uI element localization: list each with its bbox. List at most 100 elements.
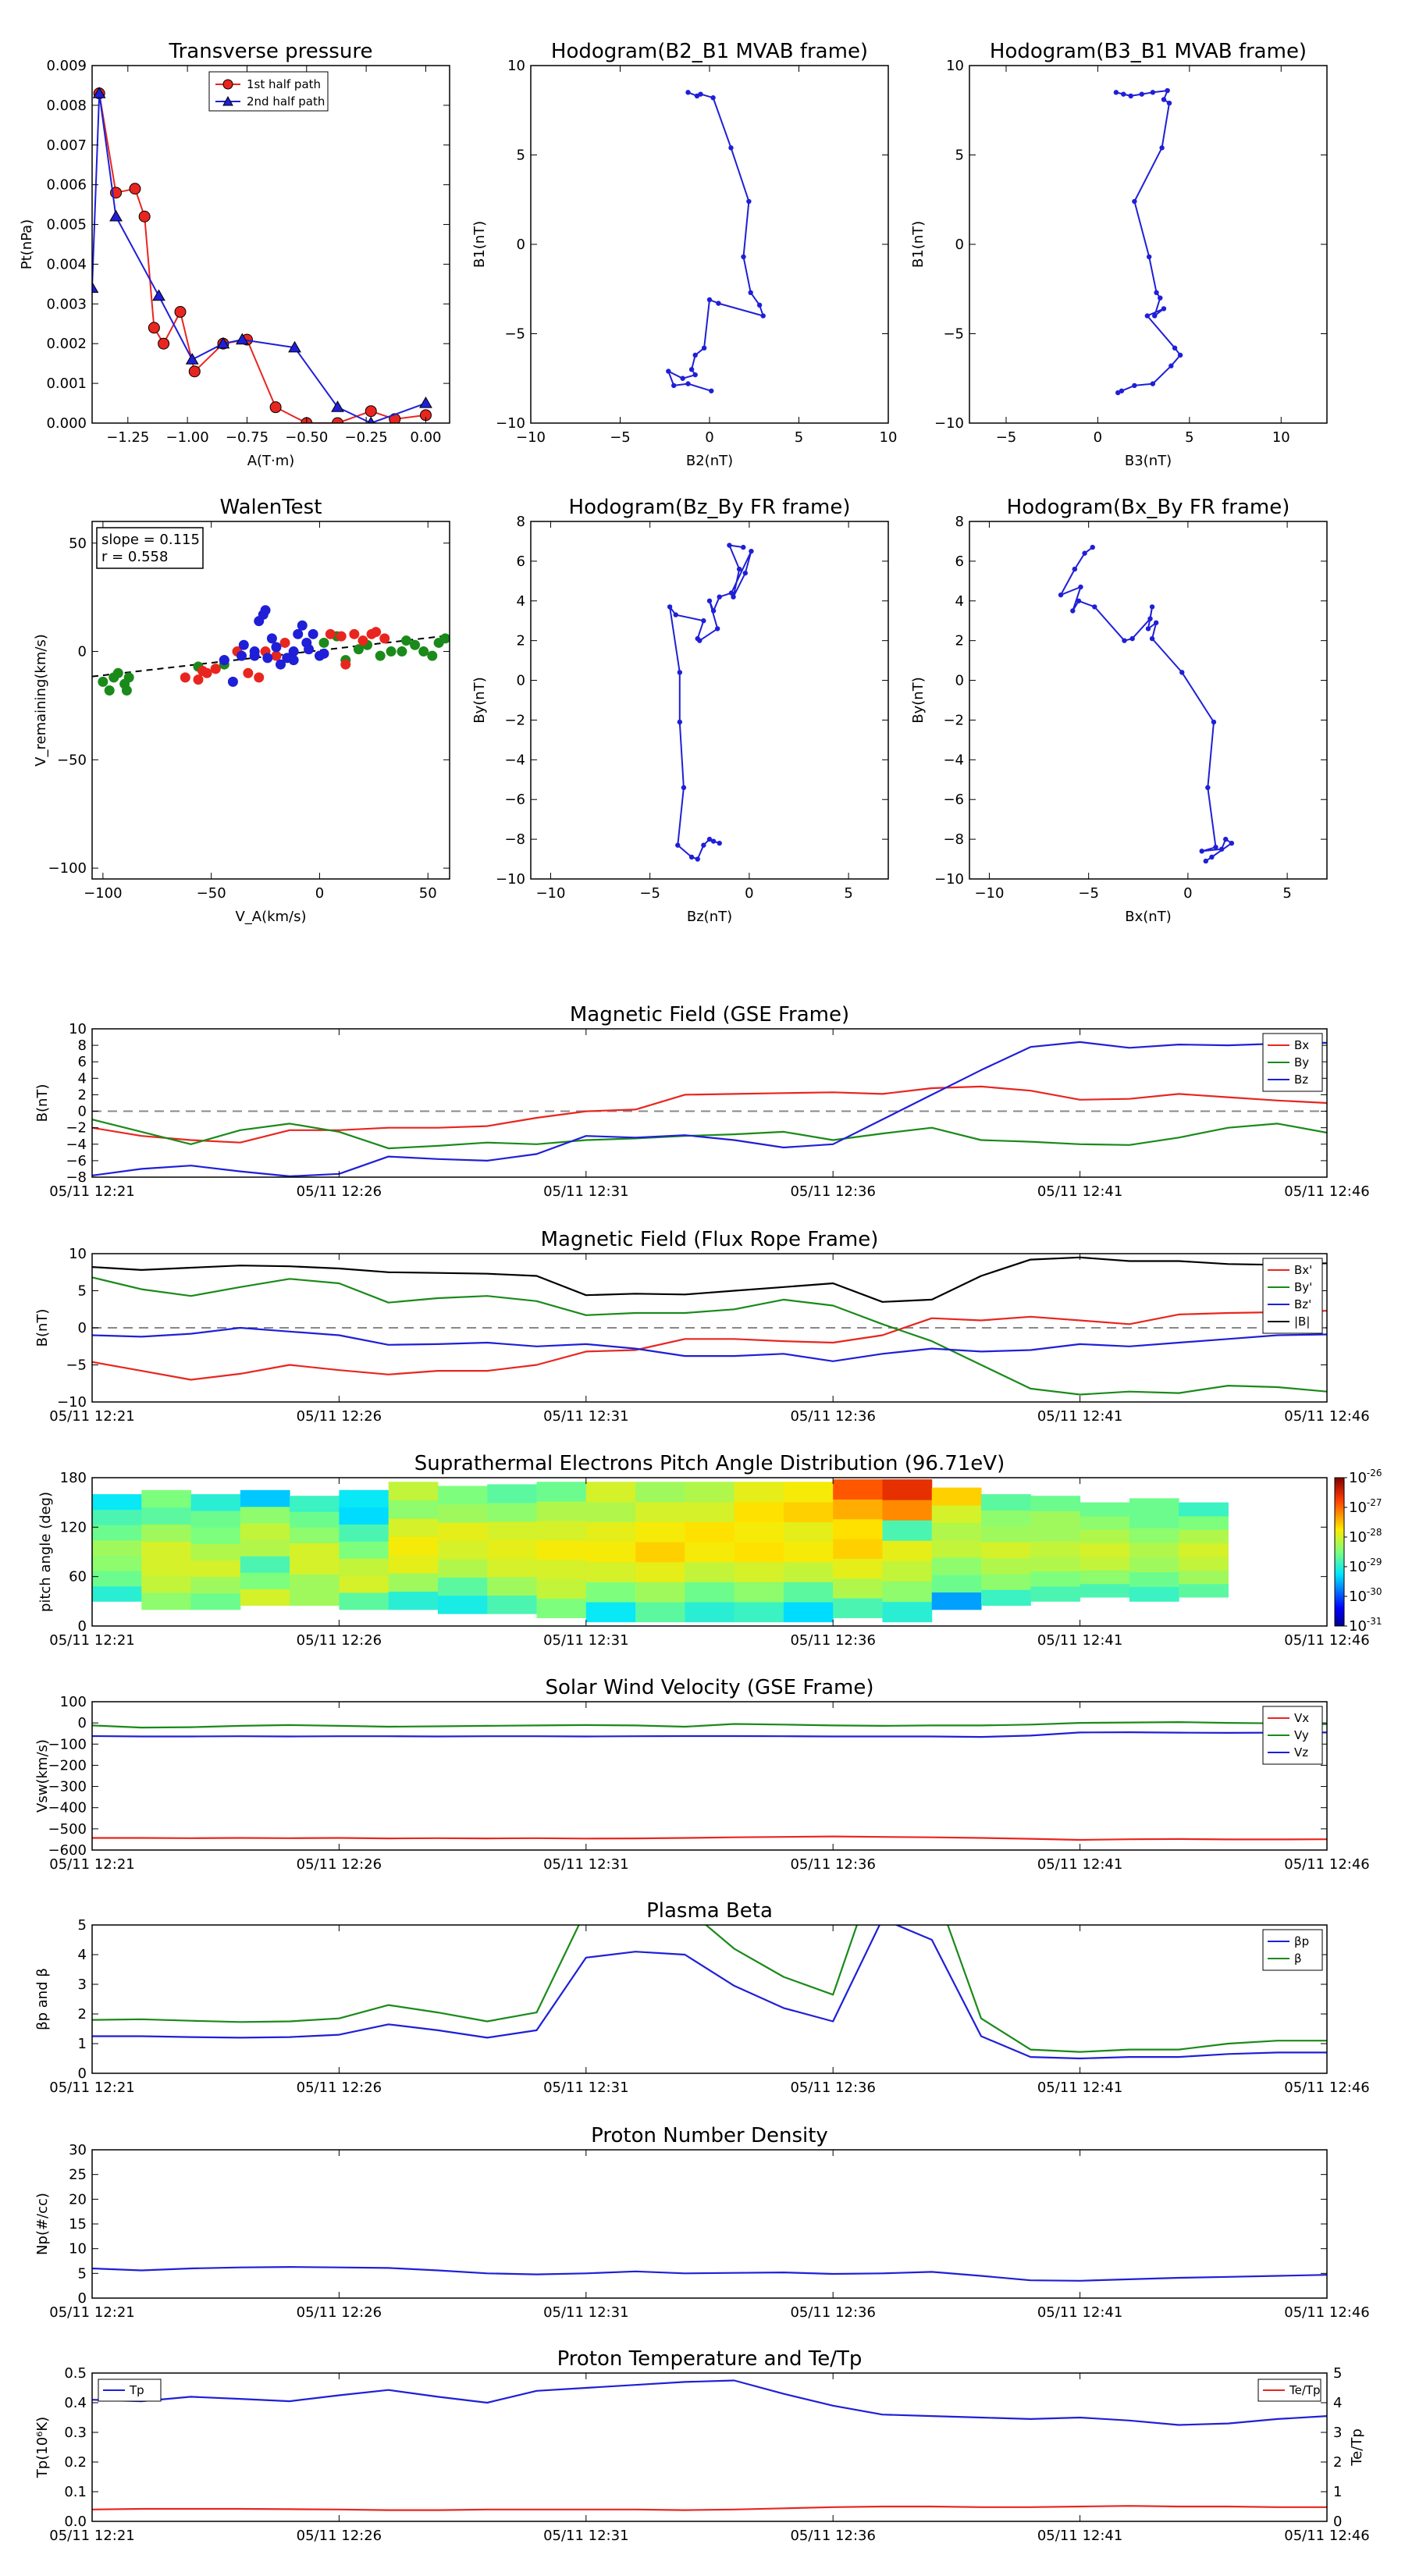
y-tick-label: 4: [78, 1070, 87, 1087]
y-tick-label: 0.4: [64, 2395, 87, 2411]
scatter-point: [418, 646, 429, 657]
series-line: [92, 2266, 1327, 2282]
x-tick-label: −10: [535, 885, 565, 902]
heatmap-cell: [240, 1556, 290, 1573]
heatmap-cell: [833, 1499, 883, 1520]
scatter-point: [266, 633, 277, 644]
data-point: [710, 608, 717, 614]
panel-magnetic_field_gse: Magnetic Field (GSE Frame) 05/11 12:21 05/…: [34, 1003, 1370, 1200]
scatter-point: [410, 639, 421, 650]
heatmap-cell: [981, 1542, 1031, 1559]
heatmap-cell: [1030, 1510, 1081, 1527]
data-point: [269, 401, 282, 414]
data-point: [706, 598, 713, 603]
heatmap-cell: [585, 1542, 636, 1563]
data-point: [698, 91, 703, 97]
y-tick-label: 0: [517, 237, 525, 253]
data-point: [235, 333, 249, 345]
heatmap-cell: [1179, 1570, 1229, 1585]
y-tick-label: 0.1: [64, 2484, 87, 2500]
axes-frame: [91, 521, 450, 880]
y-tick-label: −10: [496, 871, 525, 888]
x-tick-label: 05/11 12:21: [49, 1183, 134, 1200]
annotation-box: [96, 527, 204, 569]
chart-title: Proton Number Density: [591, 2124, 828, 2147]
plot-area: [1058, 544, 1235, 864]
data-point: [1153, 620, 1159, 625]
y-tick-label: −100: [48, 1736, 87, 1752]
y-tick-label: 3: [78, 1976, 87, 1993]
x-tick-label: 05/11 12:26: [297, 1408, 382, 1425]
x-tick-label: 05/11 12:41: [1037, 1856, 1122, 1873]
series-line: [1060, 546, 1232, 862]
y-tick-label: 0: [955, 237, 964, 253]
data-point: [1209, 854, 1215, 860]
colorbar-tick-label: 10-31: [1349, 1616, 1382, 1635]
heatmap-cell: [931, 1522, 982, 1541]
series-line: [92, 1925, 1327, 2060]
scatter-point: [238, 639, 249, 650]
data-point: [727, 543, 732, 548]
panel-plasma_beta: Plasma Beta 05/11 12:21 05/11 12:26 05/11 1…: [34, 1899, 1370, 2096]
heatmap-cell: [585, 1582, 636, 1603]
plot-area: [92, 2266, 1327, 2282]
scatter-point: [439, 633, 450, 644]
scatter-point: [357, 635, 368, 646]
data-point: [1076, 598, 1082, 603]
series-line: [92, 1256, 1327, 1303]
data-point: [1145, 626, 1151, 632]
heatmap-cell: [290, 1574, 340, 1591]
x-tick-label: 05/11 12:21: [49, 1856, 134, 1873]
chart-title: Plasma Beta: [646, 1899, 773, 1923]
data-point: [1149, 635, 1155, 642]
x-tick-label: 05/11 12:36: [790, 1408, 875, 1425]
scatter-point: [375, 650, 386, 661]
heatmap-cell: [240, 1523, 290, 1540]
heatmap-cell: [1129, 1586, 1179, 1602]
heatmap-cell: [734, 1561, 784, 1582]
y-tick-label: 0: [78, 1618, 87, 1635]
heatmap-cell: [1179, 1529, 1229, 1544]
heatmap-cell: [635, 1542, 685, 1563]
data-point: [1090, 544, 1095, 550]
heatmap-cell: [1080, 1583, 1130, 1598]
y-tick-label: −4: [66, 1137, 87, 1153]
heatmap-cell: [585, 1602, 636, 1623]
heatmap-cell: [437, 1595, 488, 1614]
x-tick-label: −5: [639, 885, 660, 902]
x-axis-label: B2(nT): [686, 453, 733, 469]
scatter-point: [271, 642, 282, 653]
y-tick-label: 5: [78, 1917, 87, 1934]
data-point: [1205, 785, 1211, 791]
heatmap-cell: [290, 1589, 340, 1606]
series-line: [92, 2505, 1327, 2511]
x-tick-label: 05/11 12:41: [1037, 1183, 1122, 1200]
data-point: [677, 719, 683, 725]
panel-walen_test: WalenTest −100 −50 0 50 −100 −50 0 50 V_A(km/s) V_…: [33, 496, 450, 925]
scatter-point: [104, 685, 115, 696]
heatmap-cell: [1129, 1498, 1179, 1514]
data-point: [695, 635, 700, 642]
data-point: [1166, 100, 1172, 106]
data-point: [716, 301, 721, 306]
heatmap-cell: [339, 1507, 389, 1525]
heatmap-cell: [1030, 1556, 1081, 1572]
heatmap-cell: [635, 1501, 685, 1523]
x-tick-label: 05/11 12:31: [543, 1183, 628, 1200]
series-line: [1115, 90, 1182, 393]
data-point: [1213, 845, 1218, 850]
heatmap-cell: [388, 1482, 439, 1501]
legend-label: Te/Tp: [1289, 2383, 1321, 2397]
heatmap-cell: [240, 1572, 290, 1589]
heatmap-cell: [190, 1560, 241, 1578]
scatter-point: [297, 620, 308, 631]
scatter-point: [123, 672, 134, 683]
heatmap-cell: [1179, 1542, 1229, 1557]
heatmap-cell: [487, 1521, 538, 1540]
heatmap-cell: [536, 1559, 587, 1580]
x-tick-label: 05/11 12:46: [1284, 2080, 1369, 2096]
heatmap-cell: [1030, 1496, 1081, 1512]
data-point: [1132, 382, 1137, 389]
axes-frame: [530, 521, 889, 880]
x-tick-label: 05/11 12:41: [1037, 2528, 1122, 2544]
